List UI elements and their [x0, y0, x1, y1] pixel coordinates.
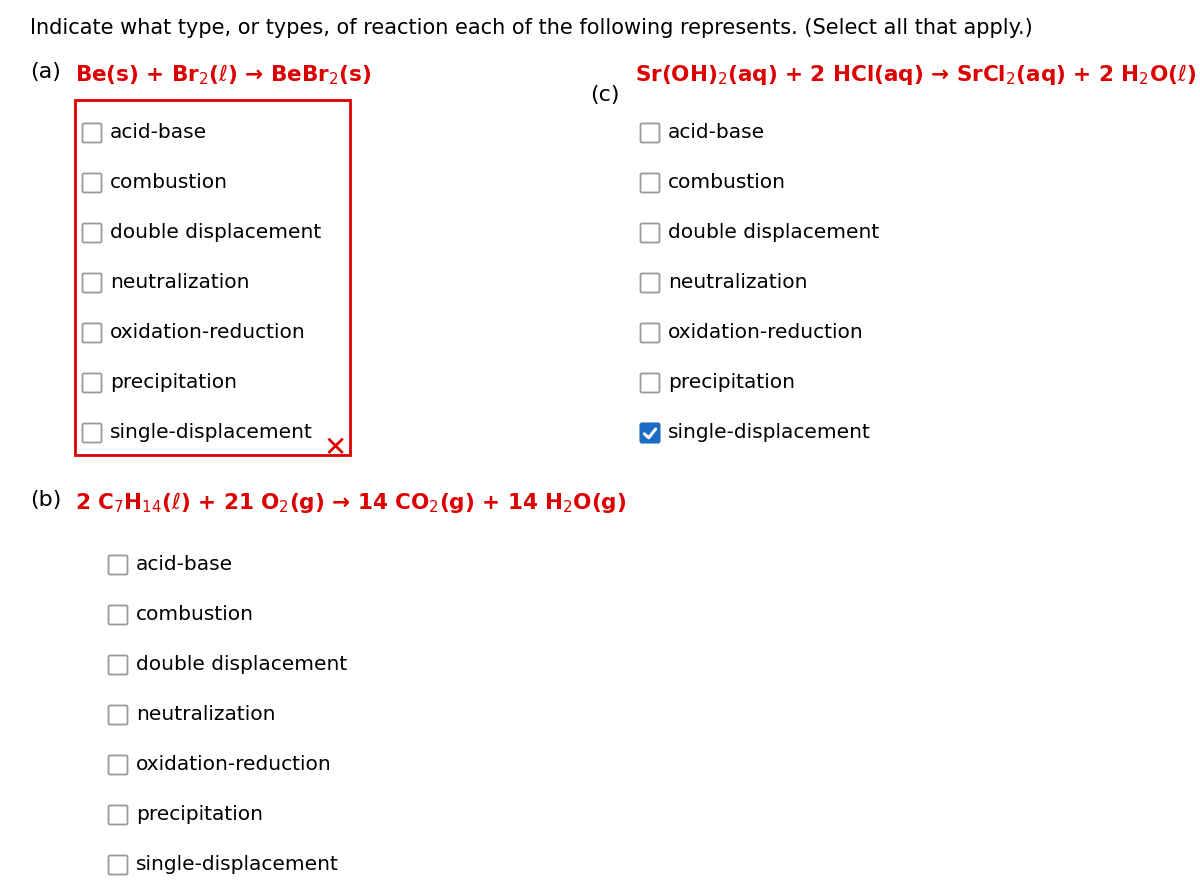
FancyBboxPatch shape [83, 123, 102, 143]
FancyBboxPatch shape [108, 855, 127, 874]
Text: single-displacement: single-displacement [668, 424, 871, 442]
Text: oxidation-reduction: oxidation-reduction [136, 756, 331, 774]
Text: neutralization: neutralization [136, 706, 276, 724]
FancyBboxPatch shape [83, 274, 102, 293]
FancyBboxPatch shape [108, 606, 127, 624]
FancyBboxPatch shape [641, 123, 660, 143]
Text: Indicate what type, or types, of reaction each of the following represents. (Sel: Indicate what type, or types, of reactio… [30, 18, 1033, 38]
Text: double displacement: double displacement [668, 224, 880, 243]
FancyBboxPatch shape [108, 656, 127, 674]
FancyBboxPatch shape [83, 174, 102, 193]
Text: 2 C$_7$H$_{14}$($\ell$) + 21 O$_2$(g) → 14 CO$_2$(g) + 14 H$_2$O(g): 2 C$_7$H$_{14}$($\ell$) + 21 O$_2$(g) → … [74, 490, 626, 515]
Text: Sr(OH)$_2$(aq) + 2 HCl(aq) → SrCl$_2$(aq) + 2 H$_2$O($\ell$): Sr(OH)$_2$(aq) + 2 HCl(aq) → SrCl$_2$(aq… [635, 62, 1196, 87]
Text: (a): (a) [30, 62, 61, 82]
FancyBboxPatch shape [108, 805, 127, 824]
Text: single-displacement: single-displacement [136, 855, 338, 874]
FancyBboxPatch shape [641, 224, 660, 243]
FancyBboxPatch shape [108, 756, 127, 774]
Text: (c): (c) [590, 85, 619, 105]
Text: combustion: combustion [136, 606, 254, 624]
Text: (b): (b) [30, 490, 61, 510]
Text: precipitation: precipitation [110, 374, 238, 392]
Text: neutralization: neutralization [668, 274, 808, 293]
Text: combustion: combustion [668, 174, 786, 193]
Text: ✕: ✕ [323, 434, 347, 462]
Text: acid-base: acid-base [110, 123, 208, 143]
Text: combustion: combustion [110, 174, 228, 193]
FancyBboxPatch shape [641, 174, 660, 193]
FancyBboxPatch shape [641, 324, 660, 343]
FancyBboxPatch shape [108, 556, 127, 574]
Text: oxidation-reduction: oxidation-reduction [110, 324, 306, 343]
FancyBboxPatch shape [641, 374, 660, 392]
Text: acid-base: acid-base [136, 556, 233, 574]
FancyBboxPatch shape [83, 324, 102, 343]
FancyBboxPatch shape [641, 274, 660, 293]
FancyBboxPatch shape [83, 424, 102, 442]
Text: oxidation-reduction: oxidation-reduction [668, 324, 864, 343]
FancyBboxPatch shape [83, 224, 102, 243]
Text: double displacement: double displacement [136, 656, 347, 674]
Text: precipitation: precipitation [668, 374, 796, 392]
FancyBboxPatch shape [641, 424, 660, 442]
Text: acid-base: acid-base [668, 123, 766, 143]
Text: single-displacement: single-displacement [110, 424, 313, 442]
Text: neutralization: neutralization [110, 274, 250, 293]
Text: double displacement: double displacement [110, 224, 322, 243]
Text: Be(s) + Br$_2$($\ell$) → BeBr$_2$(s): Be(s) + Br$_2$($\ell$) → BeBr$_2$(s) [74, 62, 371, 87]
FancyBboxPatch shape [108, 706, 127, 724]
Text: precipitation: precipitation [136, 805, 263, 824]
FancyBboxPatch shape [83, 374, 102, 392]
Bar [74, 100, 350, 455]
FancyBboxPatch shape [641, 424, 660, 442]
